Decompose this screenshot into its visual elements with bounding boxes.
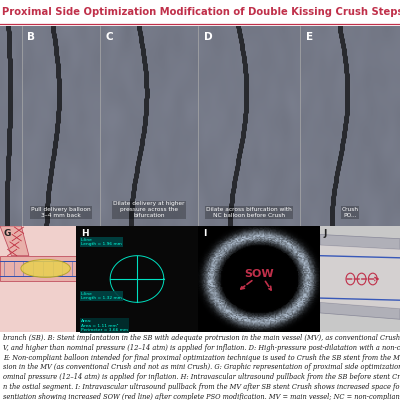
Text: L:line
Length = 1.96 mm: L:line Length = 1.96 mm (81, 238, 122, 246)
Text: Pull delivery balloon
3–4 mm back: Pull delivery balloon 3–4 mm back (31, 207, 91, 218)
Text: D: D (204, 32, 213, 42)
Text: I: I (203, 229, 206, 238)
Polygon shape (0, 226, 29, 256)
Text: SOW: SOW (244, 269, 274, 279)
Text: Proximal Side Optimization Modification of Double Kissing Crush Steps: Proximal Side Optimization Modification … (2, 7, 400, 17)
Polygon shape (320, 245, 400, 309)
Text: Dilate across bifurcation with
NC balloon before Crush: Dilate across bifurcation with NC balloo… (206, 207, 292, 218)
Text: branch (SB). B: Stent implantation in the SB with adequate protrusion in the mai: branch (SB). B: Stent implantation in th… (3, 334, 400, 400)
Polygon shape (320, 302, 400, 319)
Text: H: H (81, 229, 88, 238)
Text: L:line
Length = 1.32 mm: L:line Length = 1.32 mm (81, 292, 122, 300)
Text: C: C (106, 32, 114, 42)
Polygon shape (0, 256, 76, 281)
Ellipse shape (21, 259, 70, 278)
Text: Dilate delivery at higher
pressure across the
bifurcation: Dilate delivery at higher pressure acros… (113, 201, 185, 218)
Text: B: B (27, 32, 35, 42)
Text: E: E (306, 32, 313, 42)
Polygon shape (320, 234, 400, 249)
Text: G: G (3, 229, 10, 238)
Text: Area:
Area = 1.11 mm²
Perimeter = 3.66 mm: Area: Area = 1.11 mm² Perimeter = 3.66 m… (81, 319, 128, 332)
Text: Crush
PO...: Crush PO... (342, 207, 358, 218)
Text: J: J (323, 229, 326, 238)
